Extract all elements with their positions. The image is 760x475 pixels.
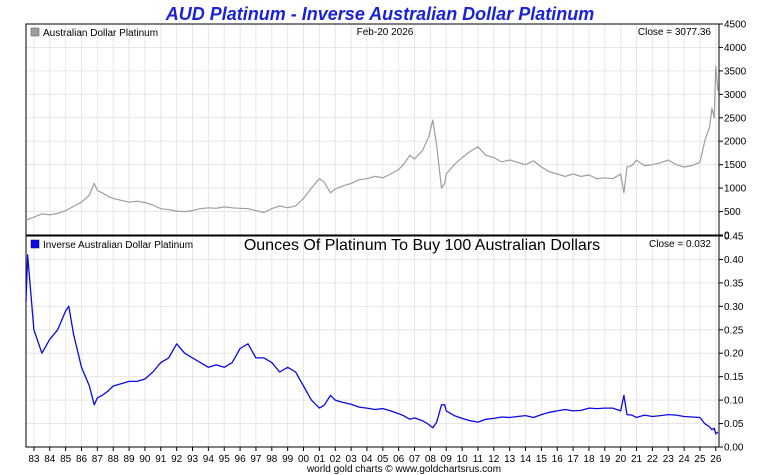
upper-grid xyxy=(26,23,719,236)
y-tick-label: 3500 xyxy=(724,66,747,77)
x-tick-label: 87 xyxy=(92,454,104,465)
x-tick-label: 26 xyxy=(710,454,722,465)
x-tick-label: 99 xyxy=(282,454,294,465)
x-tick-label: 96 xyxy=(235,454,247,465)
x-tick-label: 91 xyxy=(155,454,167,465)
x-tick-label: 23 xyxy=(663,454,675,465)
upper-panel-frame xyxy=(25,23,720,236)
x-tick-label: 04 xyxy=(361,454,373,465)
x-tick-label: 15 xyxy=(536,454,548,465)
x-tick-label: 06 xyxy=(393,454,405,465)
y-tick-label: 0.40 xyxy=(724,255,744,266)
x-tick-label: 18 xyxy=(583,454,595,465)
x-tick-label: 19 xyxy=(599,454,611,465)
x-tick-label: 03 xyxy=(346,454,358,465)
x-tick-label: 94 xyxy=(203,454,215,465)
y-tick-label: 0.15 xyxy=(724,372,744,383)
lower-grid xyxy=(26,235,719,448)
x-axis: 83 84 85 86 87 88 89 90 91 92 93 94 95 96 97 98 99 00 01 02… xyxy=(28,447,722,465)
x-tick-label: 20 xyxy=(615,454,627,465)
y-tick-label: 4000 xyxy=(724,43,747,54)
x-tick-label: 89 xyxy=(124,454,136,465)
x-tick-label: 02 xyxy=(330,454,342,465)
x-tick-label: 86 xyxy=(76,454,88,465)
x-tick-label: 92 xyxy=(171,454,183,465)
upper-y-axis: 0 500 1000 1500 2000 2500 3000 3500 4000 4500 xyxy=(719,20,747,242)
y-tick-label: 500 xyxy=(724,207,741,218)
x-tick-label: 98 xyxy=(266,454,278,465)
y-tick-label: 4500 xyxy=(724,20,747,31)
x-tick-label: 21 xyxy=(631,454,643,465)
y-tick-label: 0.05 xyxy=(724,419,744,430)
x-tick-label: 88 xyxy=(108,454,120,465)
x-tick-label: 07 xyxy=(409,454,421,465)
upper-legend-swatch xyxy=(30,27,40,37)
upper-series-line xyxy=(25,65,719,221)
y-tick-label: 1000 xyxy=(724,184,747,195)
upper-close-label: Close = 3077.36 xyxy=(638,27,712,38)
chart-title: AUD Platinum - Inverse Australian Dollar… xyxy=(165,4,594,24)
x-tick-label: 84 xyxy=(44,454,56,465)
x-tick-label: 95 xyxy=(219,454,231,465)
y-tick-label: 0.25 xyxy=(724,325,744,336)
x-tick-label: 10 xyxy=(457,454,469,465)
x-tick-label: 13 xyxy=(504,454,516,465)
y-tick-label: 2000 xyxy=(724,137,747,148)
upper-date-label: Feb-20 2026 xyxy=(357,27,414,38)
y-tick-label: 0.20 xyxy=(724,349,744,360)
x-tick-label: 08 xyxy=(425,454,437,465)
lower-legend-swatch xyxy=(30,239,40,249)
lower-panel-frame xyxy=(25,235,720,448)
x-tick-label: 97 xyxy=(250,454,262,465)
y-tick-label: 0.00 xyxy=(724,443,744,454)
x-tick-label: 25 xyxy=(694,454,706,465)
x-tick-label: 83 xyxy=(28,454,40,465)
lower-series-line xyxy=(25,254,719,435)
y-tick-label: 1500 xyxy=(724,160,747,171)
x-tick-label: 17 xyxy=(568,454,580,465)
x-tick-label: 14 xyxy=(520,454,532,465)
x-tick-label: 05 xyxy=(377,454,389,465)
footer-credit: world gold charts © www.goldchartsrus.co… xyxy=(306,464,501,475)
x-tick-label: 11 xyxy=(473,454,484,465)
y-tick-label: 0 xyxy=(724,231,730,242)
x-tick-label: 85 xyxy=(60,454,72,465)
x-tick-label: 16 xyxy=(552,454,564,465)
x-tick-label: 24 xyxy=(679,454,691,465)
upper-legend-label: Australian Dollar Platinum xyxy=(43,28,158,39)
x-tick-label: 90 xyxy=(139,454,151,465)
y-tick-label: 0.30 xyxy=(724,302,744,313)
x-tick-label: 09 xyxy=(441,454,453,465)
y-tick-label: 2500 xyxy=(724,113,747,124)
y-tick-label: 3000 xyxy=(724,90,747,101)
lower-y-axis: 0.00 0.05 0.10 0.15 0.20 0.25 0.30 0.35 0.40 0.45 xyxy=(719,232,744,454)
x-tick-label: 01 xyxy=(314,454,326,465)
x-tick-label: 22 xyxy=(647,454,659,465)
x-tick-label: 12 xyxy=(488,454,500,465)
lower-subtitle: Ounces Of Platinum To Buy 100 Australian… xyxy=(244,237,600,254)
y-tick-label: 0.45 xyxy=(724,232,744,243)
lower-legend-label: Inverse Australian Dollar Platinum xyxy=(43,240,193,251)
x-tick-label: 00 xyxy=(298,454,310,465)
lower-close-label: Close = 0.032 xyxy=(649,239,711,250)
x-tick-label: 93 xyxy=(187,454,199,465)
y-tick-label: 0.10 xyxy=(724,396,744,407)
y-tick-label: 0.35 xyxy=(724,278,744,289)
